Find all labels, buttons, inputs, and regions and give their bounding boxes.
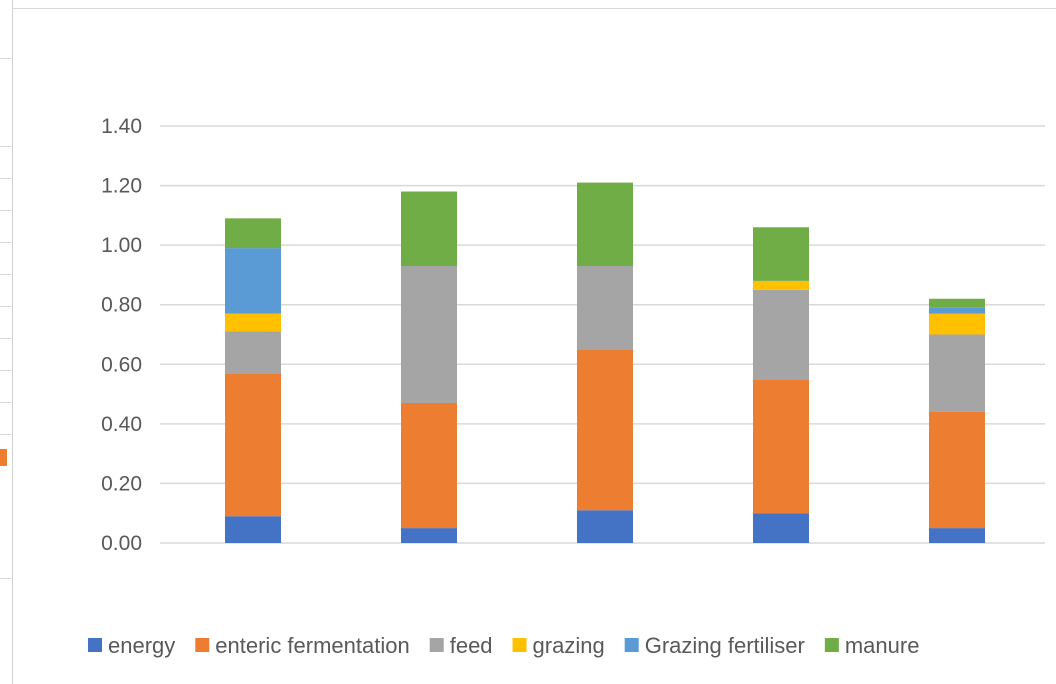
bars bbox=[225, 182, 985, 543]
legend-label: energy bbox=[108, 633, 175, 658]
bar-stack bbox=[577, 182, 633, 543]
bar-segment-energy bbox=[401, 528, 457, 543]
legend-swatch bbox=[88, 638, 102, 652]
bar-segment-energy bbox=[929, 528, 985, 543]
bar-stack bbox=[753, 227, 809, 543]
edge-tick bbox=[0, 178, 11, 179]
bar-segment-enteric-fermentation bbox=[401, 403, 457, 529]
edge-tick bbox=[0, 370, 11, 371]
y-tick-label: 0.80 bbox=[101, 294, 142, 317]
edge-tick bbox=[0, 210, 11, 211]
y-tick-label: 0.20 bbox=[101, 472, 142, 495]
bar-segment-manure bbox=[225, 218, 281, 249]
bar-segment-manure bbox=[753, 227, 809, 281]
bar-segment-grazing-fertiliser bbox=[225, 248, 281, 314]
edge-tick bbox=[0, 274, 11, 275]
legend: energy enteric fermentation feed grazing Gra… bbox=[88, 633, 919, 658]
bar-segment-energy bbox=[225, 516, 281, 543]
bar-segment-feed bbox=[401, 265, 457, 404]
legend-swatch bbox=[429, 638, 444, 652]
legend-swatch bbox=[512, 638, 527, 652]
legend-swatch bbox=[195, 638, 210, 652]
bar-segment-feed bbox=[929, 334, 985, 412]
bar-segment-manure bbox=[401, 191, 457, 266]
bar-segment-feed bbox=[225, 331, 281, 374]
edge-tick bbox=[0, 578, 11, 579]
bar-segment-grazing bbox=[753, 280, 809, 290]
legend-label: feed bbox=[450, 633, 493, 658]
legend-label: Grazing fertiliser bbox=[645, 633, 805, 658]
bar-segment-grazing-fertiliser bbox=[929, 307, 985, 314]
bar-segment-manure bbox=[929, 298, 985, 308]
edge-tick bbox=[0, 434, 11, 435]
y-tick-label: 0.00 bbox=[101, 532, 142, 555]
window-left-edge bbox=[0, 0, 13, 684]
bar-segment-energy bbox=[753, 513, 809, 543]
edge-tick bbox=[0, 306, 11, 307]
bar-segment-feed bbox=[753, 289, 809, 380]
bar-segment-feed bbox=[577, 265, 633, 350]
edge-tick bbox=[0, 402, 11, 403]
bar-segment-enteric-fermentation bbox=[929, 411, 985, 529]
bar-stack bbox=[929, 298, 985, 543]
bar-segment-enteric-fermentation bbox=[753, 379, 809, 514]
legend-label: grazing bbox=[533, 633, 605, 658]
y-tick-label: 1.00 bbox=[101, 234, 142, 257]
legend-label: enteric fermentation bbox=[215, 633, 409, 658]
bar-segment-energy bbox=[577, 510, 633, 543]
edge-marker bbox=[0, 449, 7, 466]
bar-stack bbox=[401, 191, 457, 543]
edge-tick bbox=[0, 58, 11, 59]
legend-label: manure bbox=[845, 633, 920, 658]
legend-swatch bbox=[824, 638, 839, 652]
edge-tick bbox=[0, 146, 11, 147]
y-tick-label: 0.40 bbox=[101, 413, 142, 436]
edge-tick bbox=[0, 338, 11, 339]
window-top-edge bbox=[12, 8, 1056, 9]
bar-segment-enteric-fermentation bbox=[577, 349, 633, 511]
bar-segment-manure bbox=[577, 182, 633, 266]
y-tick-label: 1.40 bbox=[101, 115, 142, 138]
bar-segment-grazing bbox=[225, 313, 281, 332]
y-axis-tick-labels: 0.00 0.20 0.40 0.60 0.80 1.00 1.20 1.40 bbox=[101, 115, 142, 555]
bar-segment-grazing bbox=[929, 313, 985, 335]
bar-stack bbox=[225, 218, 281, 543]
edge-tick bbox=[0, 242, 11, 243]
legend-swatch bbox=[624, 638, 639, 652]
bar-segment-enteric-fermentation bbox=[225, 373, 281, 517]
y-tick-label: 1.20 bbox=[101, 175, 142, 198]
y-tick-label: 0.60 bbox=[101, 353, 142, 376]
